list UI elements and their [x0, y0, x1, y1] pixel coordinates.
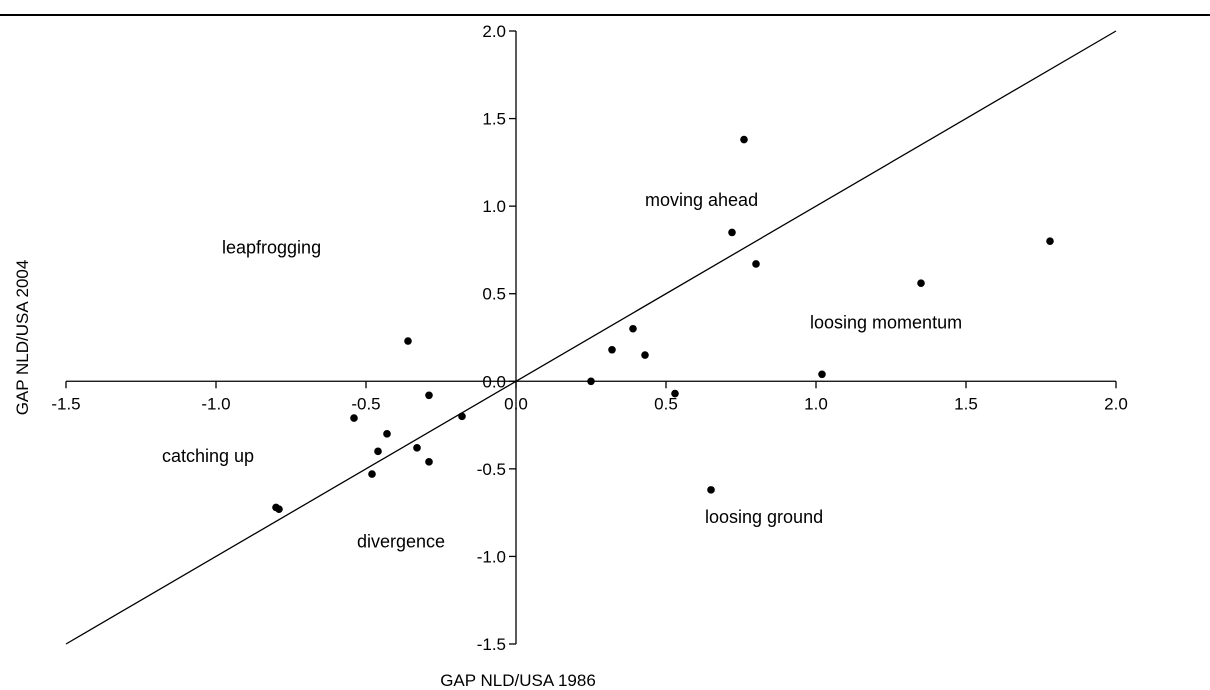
data-point — [707, 486, 715, 494]
x-tick-label: 2.0 — [1104, 394, 1128, 413]
data-point — [641, 351, 649, 359]
y-tick-label: 0.5 — [482, 285, 506, 304]
data-point — [404, 337, 412, 345]
region-label: loosing momentum — [810, 313, 962, 333]
reference-line — [65, 30, 1117, 645]
data-point — [275, 505, 283, 513]
data-point — [350, 414, 358, 422]
axes: -1.5 -1.0 -0.5 0.0 0.5 1.0 1.5 2.0 -1.5 -1.0 -0.5 0… — [51, 22, 1127, 654]
x-tick-label: 0.0 — [504, 394, 528, 413]
region-label: leapfrogging — [222, 237, 321, 257]
diagonal-reference-line — [65, 30, 1117, 645]
data-point — [608, 345, 616, 354]
y-tick-label: 1.0 — [482, 197, 506, 216]
x-tick-label: 1.0 — [804, 394, 828, 413]
data-point — [818, 370, 826, 379]
region-label: loosing ground — [705, 507, 823, 527]
x-tick-label: -1.5 — [51, 394, 80, 413]
data-points — [272, 135, 1054, 513]
data-point — [752, 260, 760, 268]
x-tick-label: 0.5 — [654, 394, 678, 413]
data-point — [728, 228, 736, 237]
data-point — [458, 412, 466, 421]
data-point — [1046, 237, 1054, 245]
data-point — [425, 458, 433, 466]
y-tick-label: -1.5 — [477, 635, 506, 654]
data-point — [383, 430, 391, 438]
y-tick-label: -1.0 — [477, 547, 506, 566]
data-point — [629, 324, 637, 333]
y-tick-label: 2.0 — [482, 22, 506, 41]
y-tick-label: 0.0 — [482, 372, 506, 391]
data-point — [917, 279, 925, 288]
y-tick-label: -0.5 — [477, 460, 506, 479]
data-point — [425, 391, 433, 400]
x-axis-title: GAP NLD/USA 1986 — [440, 671, 596, 690]
region-label: divergence — [357, 532, 445, 552]
y-axis-title: GAP NLD/USA 2004 — [13, 260, 32, 416]
x-tick-label: -0.5 — [351, 394, 380, 413]
region-label: moving ahead — [645, 190, 758, 210]
data-point — [587, 377, 595, 386]
data-point — [374, 447, 382, 456]
region-label: catching up — [162, 446, 254, 466]
data-point — [740, 135, 748, 144]
data-point — [368, 470, 376, 478]
data-point — [671, 389, 679, 398]
x-tick-label: -1.0 — [201, 394, 230, 413]
y-tick-label: 1.5 — [482, 110, 506, 129]
region-annotations: moving ahead leapfrogging loosing momentum… — [162, 190, 962, 552]
data-point — [413, 444, 421, 452]
x-tick-label: 1.5 — [954, 394, 978, 413]
